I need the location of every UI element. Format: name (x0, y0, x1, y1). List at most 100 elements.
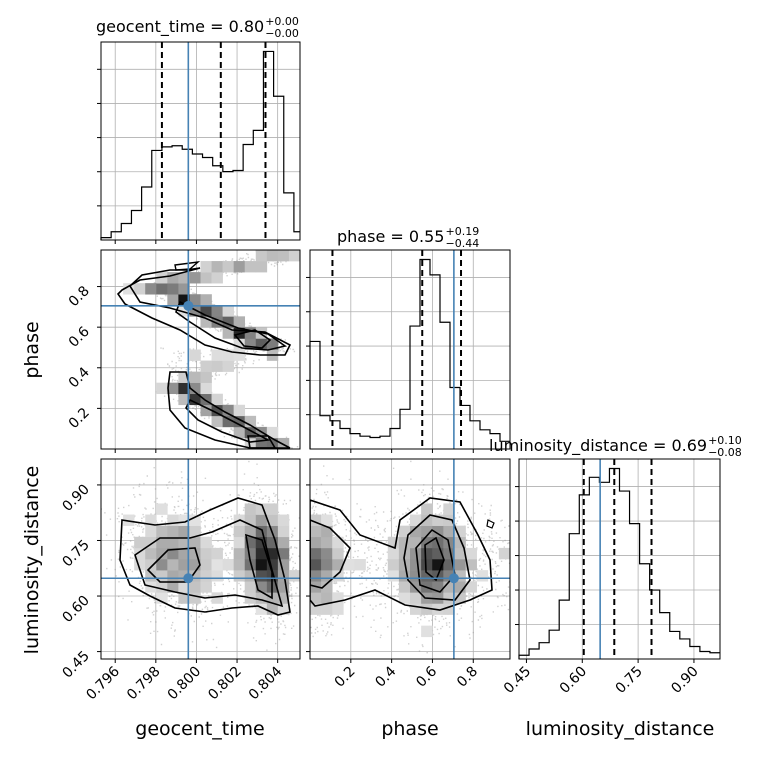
density-bin (476, 570, 489, 582)
density-bin (178, 371, 190, 383)
density-bin (189, 570, 201, 582)
title-geocent_time: geocent_time = 0.80 +0.00−0.00 (96, 15, 299, 40)
density-bin (233, 349, 246, 361)
density-bin (156, 570, 168, 582)
contour-core (424, 536, 445, 582)
y-tick-label-luminosity_distance: 0.60 (59, 593, 92, 626)
contour-mid (403, 514, 471, 601)
x-tick-label-luminosity_distance: 0.60 (557, 664, 590, 697)
density-bin (465, 559, 477, 571)
density-bin (255, 536, 268, 549)
density-bin (277, 592, 290, 604)
density-bin (421, 559, 433, 571)
contour-lower-inner (247, 435, 277, 449)
density-bin (288, 250, 300, 262)
x-tick-label-geocent_time: 0.800 (165, 664, 205, 704)
density-bin (178, 514, 190, 526)
density-bin (222, 305, 234, 317)
density-bin (432, 547, 444, 560)
pair-panel-geocent_time-luminosity_distance (97, 458, 301, 663)
density-bin (255, 603, 268, 615)
contour-mid (134, 519, 284, 608)
density-bin (189, 536, 201, 549)
density-bin (244, 547, 257, 560)
density-bin (443, 525, 455, 538)
x-tick-label-luminosity_distance: 0.45 (501, 664, 534, 697)
density-bin (255, 581, 268, 593)
contour-small-top (174, 261, 201, 271)
density-bin (465, 581, 477, 593)
density-bin (200, 371, 212, 383)
marginal-panel-geocent_time (97, 41, 301, 244)
density-bin (432, 514, 444, 526)
density-bin (277, 536, 290, 549)
density-bin (454, 581, 466, 593)
density-layer (116, 250, 300, 449)
density-bin (244, 559, 257, 571)
density-bin (244, 327, 257, 339)
density-bin (178, 581, 190, 593)
density-bin (123, 283, 135, 295)
density-bin (421, 525, 433, 538)
density-bin (167, 294, 179, 306)
density-bin (443, 547, 455, 560)
density-bin (233, 327, 246, 339)
density-bin (432, 592, 444, 604)
density-bin (387, 536, 400, 549)
density-bin (398, 525, 411, 538)
density-bin (454, 570, 466, 582)
x-tick-label-geocent_time: 0.804 (246, 663, 286, 703)
title-minus: −0.08 (708, 446, 742, 459)
density-bin (200, 581, 212, 593)
panel-frame (100, 249, 301, 450)
pair-panel-phase-luminosity_distance (306, 458, 511, 663)
density-bin (178, 547, 190, 560)
density-bin (167, 283, 179, 295)
density-bin (178, 536, 190, 549)
contour-left (310, 519, 351, 589)
density-bin (310, 536, 322, 549)
truth-point (448, 573, 459, 584)
x-tick-label-geocent_time: 0.802 (205, 664, 245, 704)
density-bin (167, 547, 179, 560)
density-bin (222, 559, 234, 571)
histogram-phase (309, 258, 510, 449)
density-bin (421, 503, 433, 515)
density-bin (189, 514, 201, 526)
density-bin (200, 404, 212, 417)
density-bin (454, 547, 466, 560)
density-bin (233, 525, 246, 538)
density-bin (443, 581, 455, 593)
density-bin (145, 536, 157, 549)
panel-frame (100, 458, 301, 660)
density-bin (222, 404, 234, 417)
density-bin (156, 382, 168, 395)
density-bin (222, 261, 234, 273)
density-bin (178, 382, 190, 395)
density-bin (211, 547, 223, 560)
density-bin (145, 525, 157, 538)
density-bin (266, 603, 279, 615)
density-bin (454, 592, 466, 604)
contour-lower-mid (185, 398, 271, 443)
density-bin (189, 592, 201, 604)
y-tick-label-luminosity_distance: 0.90 (59, 481, 92, 514)
density-bin (266, 338, 279, 350)
density-bin (410, 581, 422, 593)
density-bin (233, 536, 246, 549)
density-bin (421, 625, 433, 638)
density-bin (255, 570, 268, 582)
density-bin (332, 592, 344, 604)
density-bin (156, 581, 168, 593)
density-bin (288, 570, 300, 582)
panel-background (101, 42, 300, 240)
density-bin (387, 559, 400, 571)
density-bin (200, 305, 212, 317)
density-bin (145, 283, 157, 295)
density-bin (156, 536, 168, 549)
density-bin (222, 360, 234, 372)
density-bin (244, 426, 257, 439)
density-bin (244, 437, 257, 449)
density-bin (410, 570, 422, 582)
